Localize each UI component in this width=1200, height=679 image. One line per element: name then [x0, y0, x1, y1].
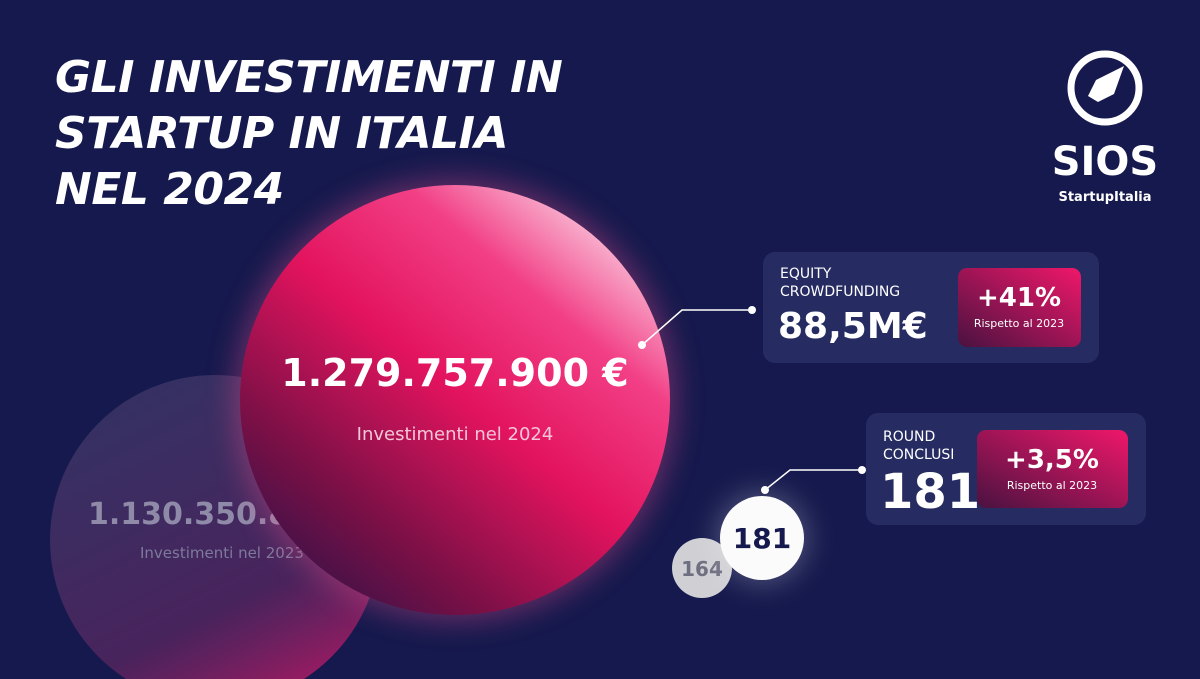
main-caption: Investimenti nel 2024: [357, 424, 554, 445]
main-circle: [240, 185, 670, 615]
main-amount: 1.279.757.900 €: [281, 351, 628, 395]
logo-name: SIOS: [1052, 139, 1159, 185]
logo-rocket: [1088, 66, 1124, 102]
logo: SIOS StartupItalia: [1052, 50, 1159, 205]
card-value: 181: [880, 464, 980, 520]
change-box: [958, 268, 1081, 347]
bubble-previous: [672, 538, 732, 598]
card-label: CONCLUSI: [883, 447, 954, 463]
connector-dot: [858, 466, 866, 474]
bubble-label: 181: [733, 522, 791, 555]
change-note: Rispetto al 2023: [1007, 479, 1097, 492]
previous-caption: Investimenti nel 2023: [140, 544, 304, 562]
card-value: 88,5M€: [778, 306, 928, 347]
change-note: Rispetto al 2023: [974, 317, 1064, 330]
connector-dot: [638, 341, 646, 349]
change-box: [977, 430, 1128, 508]
connector: [764, 469, 862, 491]
logo-ring: [1067, 50, 1143, 126]
change: +3,5%: [1005, 445, 1099, 475]
connector-dot: [761, 486, 769, 494]
logo-brand: StartupItalia: [1058, 190, 1151, 205]
connector-dot: [748, 306, 756, 314]
bubble-label: 164: [681, 557, 723, 581]
title-line: NEL 2024: [55, 164, 284, 215]
connector: [641, 309, 752, 346]
title-line: GLI INVESTIMENTI IN: [55, 52, 562, 103]
card-label: ROUND: [883, 429, 935, 445]
bubble-current: [720, 496, 804, 580]
title: GLI INVESTIMENTI IN STARTUP IN ITALIA NE…: [55, 52, 563, 215]
title-line: STARTUP IN ITALIA: [55, 108, 508, 159]
change: +41%: [977, 283, 1061, 313]
card-label: EQUITY: [780, 266, 832, 282]
card-label: CROWDFUNDING: [780, 284, 900, 300]
